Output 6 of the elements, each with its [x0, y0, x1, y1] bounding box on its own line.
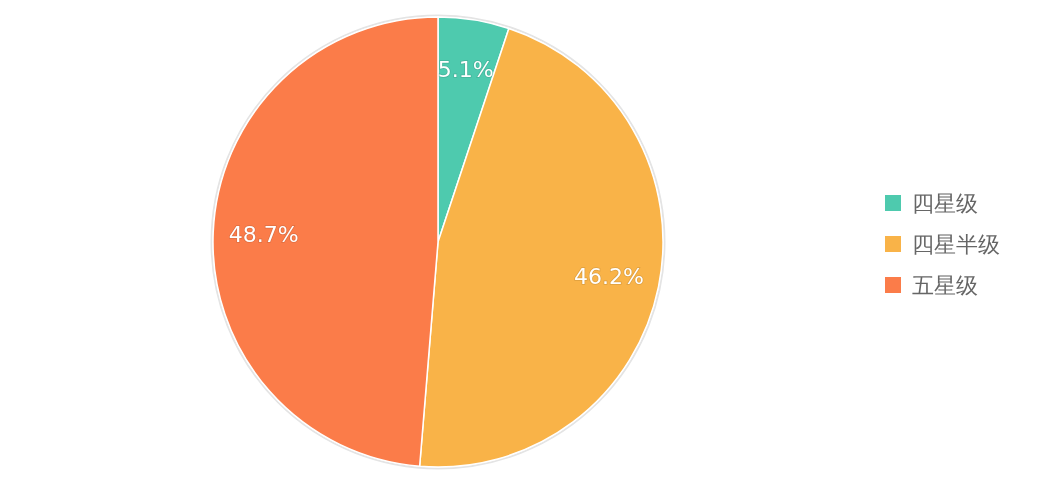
data-label: 48.7% — [228, 222, 299, 248]
data-label: 5.1% — [437, 57, 494, 83]
legend-label: 五星级 — [912, 272, 978, 298]
legend-label: 四星半级 — [912, 231, 1000, 257]
legend-label: 四星级 — [912, 190, 978, 216]
data-label: 46.2% — [573, 264, 644, 290]
